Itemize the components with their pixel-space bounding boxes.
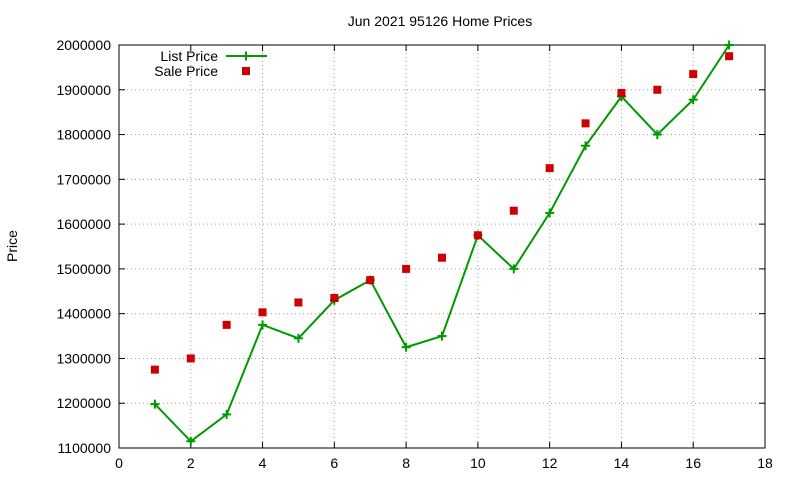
- y-tick-label: 1400000: [56, 306, 111, 322]
- list-price-point: [222, 409, 232, 419]
- x-tick-label: 6: [330, 455, 338, 471]
- list-price-point: [293, 333, 303, 343]
- sale-price-point: [222, 320, 231, 329]
- sale-price-point: [725, 52, 734, 61]
- list-price-point: [688, 95, 698, 105]
- series-list-price: [150, 40, 734, 446]
- list-price-point: [581, 141, 591, 151]
- y-tick-label: 1600000: [56, 216, 111, 232]
- x-tick-label: 18: [757, 455, 773, 471]
- sale-price-point: [294, 298, 303, 307]
- sale-price-point: [545, 164, 554, 173]
- legend-plus-marker: [241, 51, 251, 61]
- x-tick-label: 8: [402, 455, 410, 471]
- y-tick-label: 1100000: [58, 440, 112, 456]
- sale-price-point: [581, 119, 590, 128]
- y-tick-label: 1700000: [56, 171, 111, 187]
- x-tick-label: 2: [187, 455, 195, 471]
- sale-price-point: [689, 70, 698, 79]
- list-price-point: [724, 40, 734, 50]
- x-tick-label: 4: [259, 455, 267, 471]
- y-tick-label: 1500000: [56, 261, 111, 277]
- grid-layer: [119, 45, 765, 448]
- x-tick-label: 0: [115, 455, 123, 471]
- y-axis-label: Price: [4, 230, 20, 262]
- legend-label: List Price: [160, 48, 218, 64]
- x-tick-label: 16: [685, 455, 701, 471]
- series-sale-price: [150, 52, 734, 374]
- list-price-point: [150, 399, 160, 409]
- y-tick-label: 2000000: [56, 37, 111, 53]
- y-tick-label: 1200000: [56, 395, 111, 411]
- y-tick-label: 1300000: [56, 350, 111, 366]
- legend-square-marker: [242, 67, 250, 75]
- sale-price-point: [186, 354, 195, 363]
- sale-price-point: [366, 276, 375, 285]
- sale-price-point: [509, 206, 518, 215]
- sale-price-point: [473, 231, 482, 240]
- sale-price-point: [653, 85, 662, 94]
- sale-price-point: [438, 253, 446, 262]
- list-price-point: [186, 436, 196, 446]
- list-price-point: [652, 130, 662, 140]
- x-tick-label: 14: [614, 455, 630, 471]
- list-price-point: [509, 264, 519, 274]
- tick-layer: 0 2 4 6 8 10 12 14 16 18 1100000 1200000 1300000 1400…: [56, 37, 773, 471]
- list-price-point: [401, 342, 411, 352]
- sale-price-point: [402, 264, 411, 273]
- series-layer: [150, 40, 734, 446]
- legend-label: Sale Price: [154, 63, 218, 79]
- y-tick-label: 1900000: [56, 82, 111, 98]
- plot-frame: [118, 44, 766, 449]
- x-tick-label: 12: [542, 455, 558, 471]
- chart-title: Jun 2021 95126 Home Prices: [348, 13, 532, 29]
- list-price-point: [437, 331, 447, 341]
- sale-price-point: [258, 308, 267, 317]
- sale-price-point: [617, 88, 626, 97]
- x-tick-label: 10: [470, 455, 486, 471]
- y-tick-label: 1800000: [56, 127, 111, 143]
- list-price-point: [545, 208, 555, 218]
- sale-price-point: [330, 293, 339, 302]
- list-price-line: [154, 44, 730, 443]
- sale-price-point: [150, 365, 159, 374]
- list-price-point: [258, 320, 268, 330]
